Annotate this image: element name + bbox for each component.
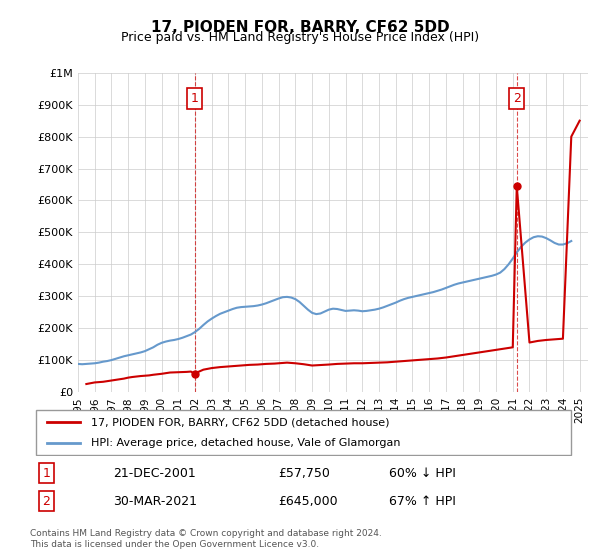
Text: 60% ↓ HPI: 60% ↓ HPI bbox=[389, 466, 455, 480]
Text: 30-MAR-2021: 30-MAR-2021 bbox=[113, 494, 197, 508]
Text: 2: 2 bbox=[513, 92, 521, 105]
Text: 67% ↑ HPI: 67% ↑ HPI bbox=[389, 494, 455, 508]
Text: Contains HM Land Registry data © Crown copyright and database right 2024.
This d: Contains HM Land Registry data © Crown c… bbox=[30, 529, 382, 549]
Text: £645,000: £645,000 bbox=[278, 494, 338, 508]
Text: 17, PIODEN FOR, BARRY, CF62 5DD: 17, PIODEN FOR, BARRY, CF62 5DD bbox=[151, 20, 449, 35]
Text: 2: 2 bbox=[43, 494, 50, 508]
Text: 1: 1 bbox=[43, 466, 50, 480]
Text: £57,750: £57,750 bbox=[278, 466, 330, 480]
FancyBboxPatch shape bbox=[35, 410, 571, 455]
Text: Price paid vs. HM Land Registry's House Price Index (HPI): Price paid vs. HM Land Registry's House … bbox=[121, 31, 479, 44]
Text: 1: 1 bbox=[191, 92, 199, 105]
Text: 21-DEC-2001: 21-DEC-2001 bbox=[113, 466, 196, 480]
Text: 17, PIODEN FOR, BARRY, CF62 5DD (detached house): 17, PIODEN FOR, BARRY, CF62 5DD (detache… bbox=[91, 417, 389, 427]
Text: HPI: Average price, detached house, Vale of Glamorgan: HPI: Average price, detached house, Vale… bbox=[91, 438, 400, 448]
